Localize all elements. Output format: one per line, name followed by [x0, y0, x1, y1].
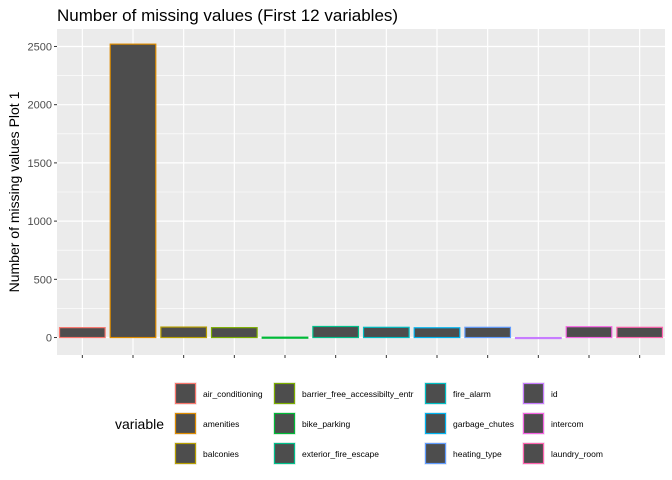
legend-label-laundry_room: laundry_room [551, 449, 603, 459]
legend-label-barrier_free_accessibilty_entr: barrier_free_accessibilty_entr [302, 389, 414, 399]
legend-label-id: id [551, 389, 558, 399]
legend-key-fire_alarm [424, 382, 447, 405]
legend-label-fire_alarm: fire_alarm [453, 389, 491, 399]
gridlines [57, 29, 665, 355]
legend-key-air_conditioning [174, 382, 197, 405]
legend-key-bike_parking [273, 412, 296, 435]
legend-key-intercom [522, 412, 545, 435]
bar-exterior_fire_escape [312, 325, 360, 339]
bar-amenities [109, 43, 157, 339]
bar-id [514, 336, 562, 340]
legend-label-bike_parking: bike_parking [302, 419, 350, 429]
legend-label-exterior_fire_escape: exterior_fire_escape [302, 449, 379, 459]
bars [58, 43, 664, 340]
bar-fire_alarm [362, 326, 410, 339]
y-tick-label: 1500 [28, 158, 52, 170]
bar-garbage_chutes [413, 327, 461, 339]
legend-key-exterior_fire_escape [273, 442, 296, 465]
bar-laundry_room [616, 326, 664, 339]
chart-title: Number of missing values (First 12 varia… [57, 6, 398, 25]
bar-balconies [160, 326, 208, 339]
legend-key-amenities [174, 412, 197, 435]
legend-key-id [522, 382, 545, 405]
y-tick-label: 0 [46, 333, 52, 345]
legend-label-heating_type: heating_type [453, 449, 502, 459]
legend-title: variable [115, 416, 164, 432]
legend-key-balconies [174, 442, 197, 465]
bar-heating_type [464, 326, 512, 339]
y-tick-label: 2500 [28, 41, 52, 53]
legend-key-garbage_chutes [424, 412, 447, 435]
legend-key-heating_type [424, 442, 447, 465]
bar-bike_parking [261, 336, 309, 339]
y-axis: 0 500 1000 1500 2000 2500 [28, 41, 641, 358]
legend: air_conditioning amenities balconies barrie… [174, 382, 603, 465]
legend-label-garbage_chutes: garbage_chutes [453, 419, 514, 429]
legend-label-amenities: amenities [203, 419, 239, 429]
y-tick-label: 2000 [28, 100, 52, 112]
bar-barrier_free_accessibilty_entr [210, 327, 258, 339]
bar-intercom [565, 326, 613, 339]
y-axis-label: Number of missing values Plot 1 [6, 91, 22, 292]
legend-key-laundry_room [522, 442, 545, 465]
legend-label-air_conditioning: air_conditioning [203, 389, 263, 399]
legend-label-intercom: intercom [551, 419, 584, 429]
legend-label-balconies: balconies [203, 449, 239, 459]
bar-air_conditioning [58, 327, 106, 339]
y-tick-label: 1000 [28, 216, 52, 228]
y-tick-label: 500 [34, 274, 52, 286]
legend-key-barrier_free_accessibilty_entr [273, 382, 296, 405]
